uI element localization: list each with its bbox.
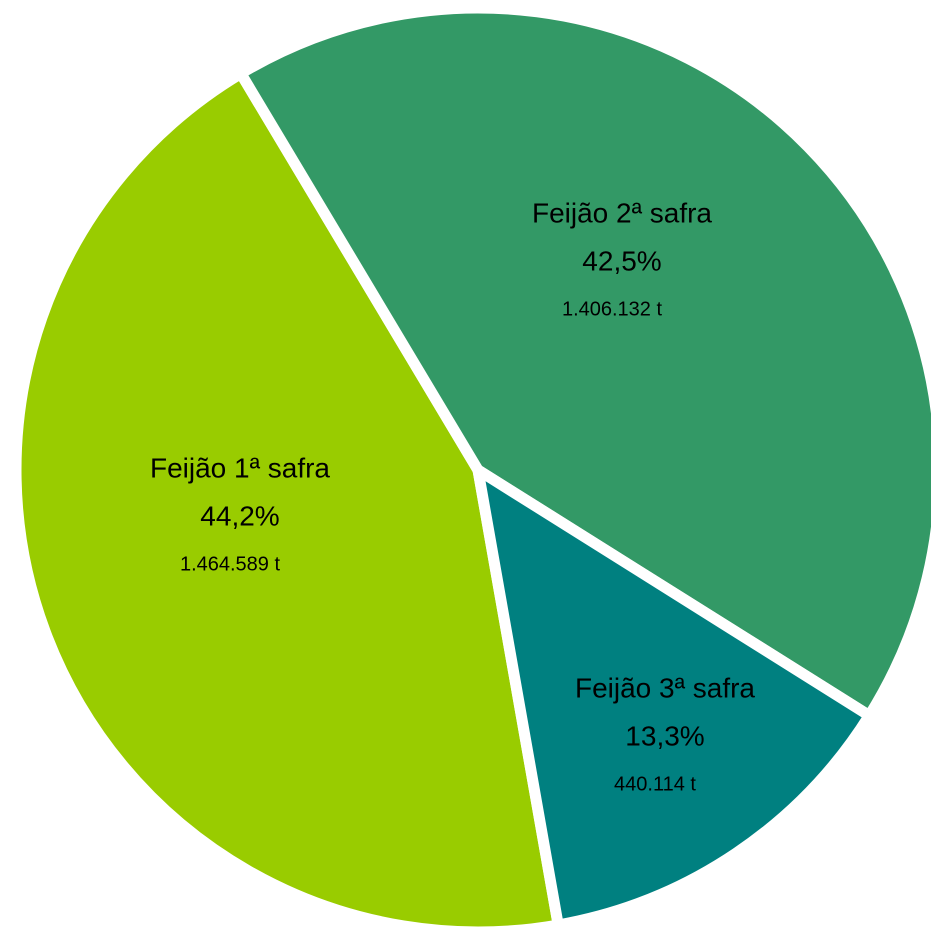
slice-name: Feijão 3ª safra: [575, 672, 755, 703]
slice-name: Feijão 1ª safra: [150, 452, 330, 483]
slice-name: Feijão 2ª safra: [532, 197, 712, 228]
slice-tonnes: 1.464.589 t: [180, 553, 281, 575]
slice-percent: 42,5%: [582, 245, 661, 276]
slice-percent: 44,2%: [200, 500, 279, 531]
pie-slice: [233, 2, 931, 724]
slice-percent: 13,3%: [625, 720, 704, 751]
slice-tonnes: 1.406.132 t: [562, 298, 663, 320]
pie-slice: [10, 65, 565, 931]
pie-slice: [470, 458, 877, 931]
slice-tonnes: 440.114 t: [614, 773, 696, 795]
